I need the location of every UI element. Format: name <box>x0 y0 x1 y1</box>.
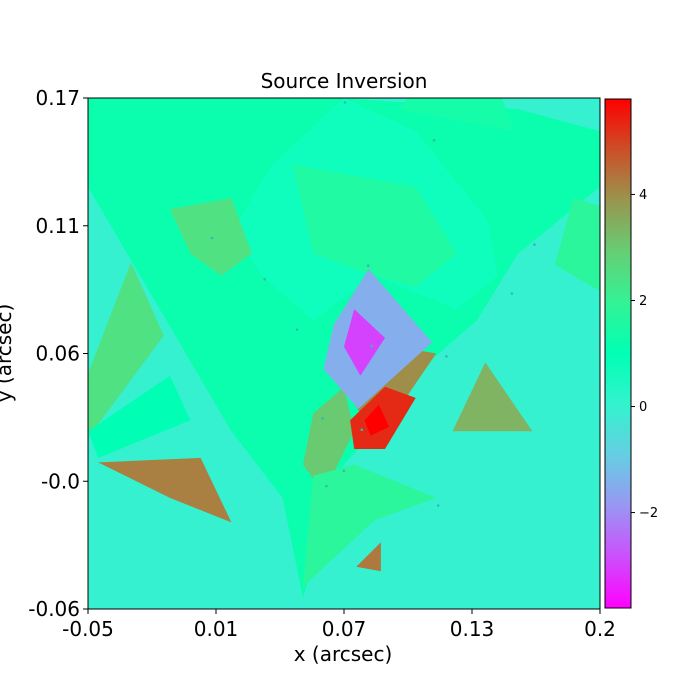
x-tick-label: 0.07 <box>322 617 367 641</box>
colorbar-tick-label: 4 <box>639 188 647 203</box>
region-17 <box>452 362 533 432</box>
x-axis-ticks: -0.05 0.01 0.07 0.13 0.2 <box>62 609 616 641</box>
x-tick-label: 0.01 <box>194 617 239 641</box>
y-tick-label: 0.17 <box>35 86 80 110</box>
plot-area <box>87 97 601 610</box>
colorbar-tick-label: 0 <box>639 400 647 415</box>
colorbar-ticks: 4 2 0 −2 <box>631 188 658 521</box>
y-tick-label: -0.0 <box>41 469 80 493</box>
mesh-point-7 <box>295 328 299 332</box>
mesh-point-14 <box>436 504 440 507</box>
region-16 <box>98 457 232 523</box>
region-9 <box>344 309 385 376</box>
y-axis-ticks: -0.06 -0.0 0.06 0.11 0.17 <box>28 86 88 621</box>
colorbar: 4 2 0 −2 <box>604 98 658 609</box>
y-tick-label: -0.06 <box>28 597 80 621</box>
y-axis-label: y (arcsec) <box>0 304 16 403</box>
x-tick-label: 0.2 <box>584 617 616 641</box>
mesh-point-12 <box>325 484 328 488</box>
mesh-point-9 <box>445 355 448 358</box>
mesh-point-5 <box>533 243 536 246</box>
region-11 <box>364 404 390 436</box>
mesh-point-8 <box>370 344 373 348</box>
region-15 <box>88 375 191 458</box>
chart-title: Source Inversion <box>261 69 428 93</box>
region-13 <box>399 98 514 132</box>
inversion-regions <box>88 98 600 598</box>
mesh-point-1 <box>432 138 436 142</box>
mesh-points <box>210 101 536 507</box>
mesh-point-4 <box>263 278 267 281</box>
x-tick-label: 0.13 <box>450 617 495 641</box>
colorbar-tick-label: 2 <box>639 294 647 309</box>
region-18 <box>356 542 381 572</box>
region-2 <box>292 164 457 287</box>
mesh-point-2 <box>210 236 214 240</box>
mesh-point-11 <box>360 428 364 432</box>
region-12 <box>554 198 600 292</box>
colorbar-gradient <box>604 98 632 609</box>
region-3 <box>169 198 252 276</box>
y-tick-label: 0.11 <box>35 214 80 238</box>
x-tick-label: -0.05 <box>62 617 114 641</box>
region-6 <box>303 386 355 494</box>
region-14 <box>88 262 164 438</box>
mesh-point-3 <box>366 264 370 268</box>
region-7 <box>303 464 437 587</box>
y-tick-label: 0.06 <box>35 342 80 366</box>
mesh-point-0 <box>343 101 347 104</box>
x-axis-label: x (arcsec) <box>294 642 393 666</box>
mesh-point-6 <box>510 292 514 295</box>
mesh-point-13 <box>342 469 346 473</box>
colorbar-tick-label: −2 <box>639 506 658 521</box>
mesh-point-10 <box>321 416 324 420</box>
